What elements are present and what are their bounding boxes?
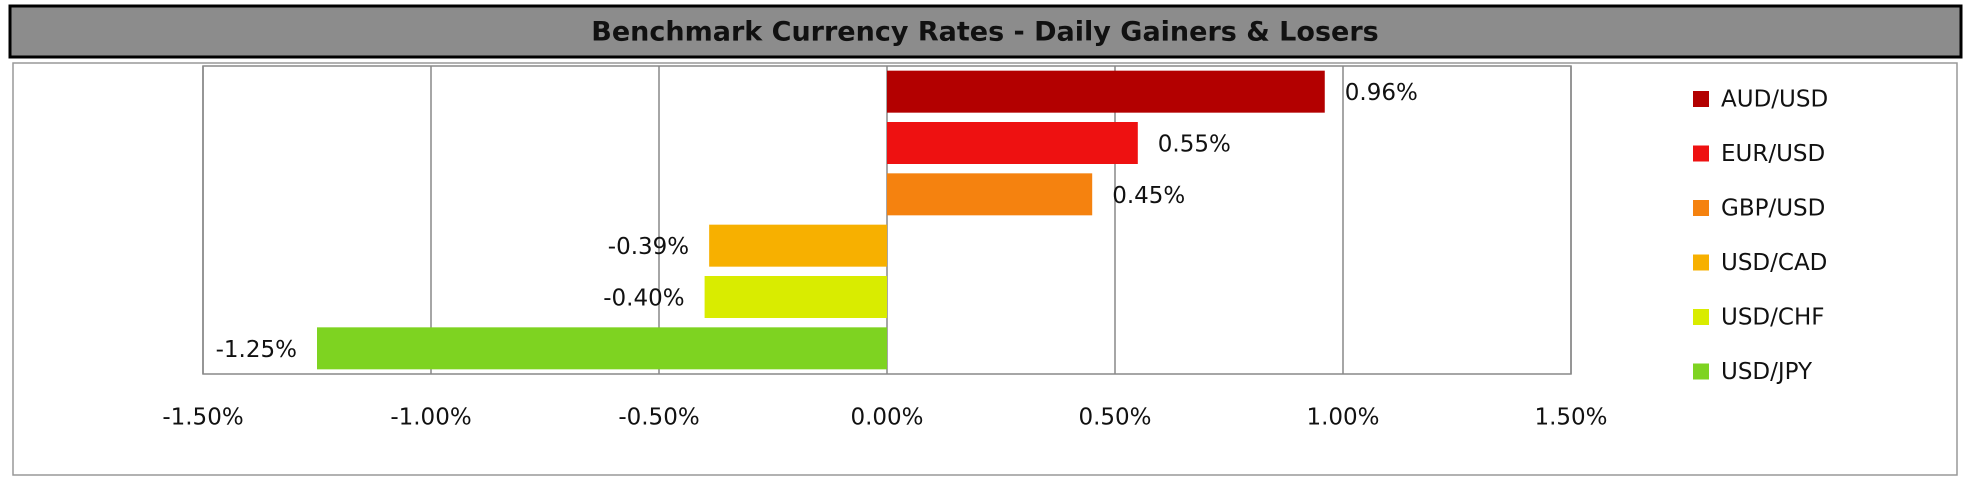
x-tick-label: 0.50%	[1078, 405, 1151, 431]
legend-swatch	[1693, 309, 1709, 325]
data-label: -1.25%	[216, 337, 297, 363]
data-label: 0.55%	[1158, 132, 1231, 158]
legend-swatch	[1693, 91, 1709, 107]
legend-swatch	[1693, 254, 1709, 271]
chart-title: Benchmark Currency Rates - Daily Gainers…	[591, 17, 1378, 48]
data-label: 0.96%	[1345, 80, 1418, 106]
bar	[704, 276, 887, 318]
data-label: -0.39%	[608, 234, 689, 260]
legend-label: GBP/USD	[1721, 196, 1825, 222]
x-tick-label: 1.00%	[1306, 405, 1379, 431]
data-label: 0.45%	[1112, 183, 1185, 209]
x-tick-label: -1.50%	[162, 405, 243, 431]
title-bar	[8, 4, 1963, 59]
bar	[887, 122, 1138, 164]
legend-label: EUR/USD	[1721, 141, 1825, 167]
x-tick-label: -1.00%	[390, 405, 471, 431]
data-label: -0.40%	[603, 286, 684, 312]
x-tick-label: 0.00%	[850, 405, 923, 431]
legend-swatch	[1693, 145, 1709, 162]
legend-label: USD/JPY	[1721, 359, 1813, 385]
bar	[709, 224, 887, 267]
legend-swatch	[1693, 200, 1709, 216]
x-tick-label: 1.50%	[1534, 405, 1607, 431]
bar	[317, 327, 887, 370]
bar	[887, 173, 1093, 216]
legend-label: AUD/USD	[1721, 87, 1828, 113]
x-tick-label: -0.50%	[618, 405, 699, 431]
legend-label: USD/CHF	[1721, 305, 1824, 331]
legend-swatch	[1693, 363, 1709, 380]
legend-label: USD/CAD	[1721, 250, 1827, 276]
bar	[887, 70, 1325, 113]
